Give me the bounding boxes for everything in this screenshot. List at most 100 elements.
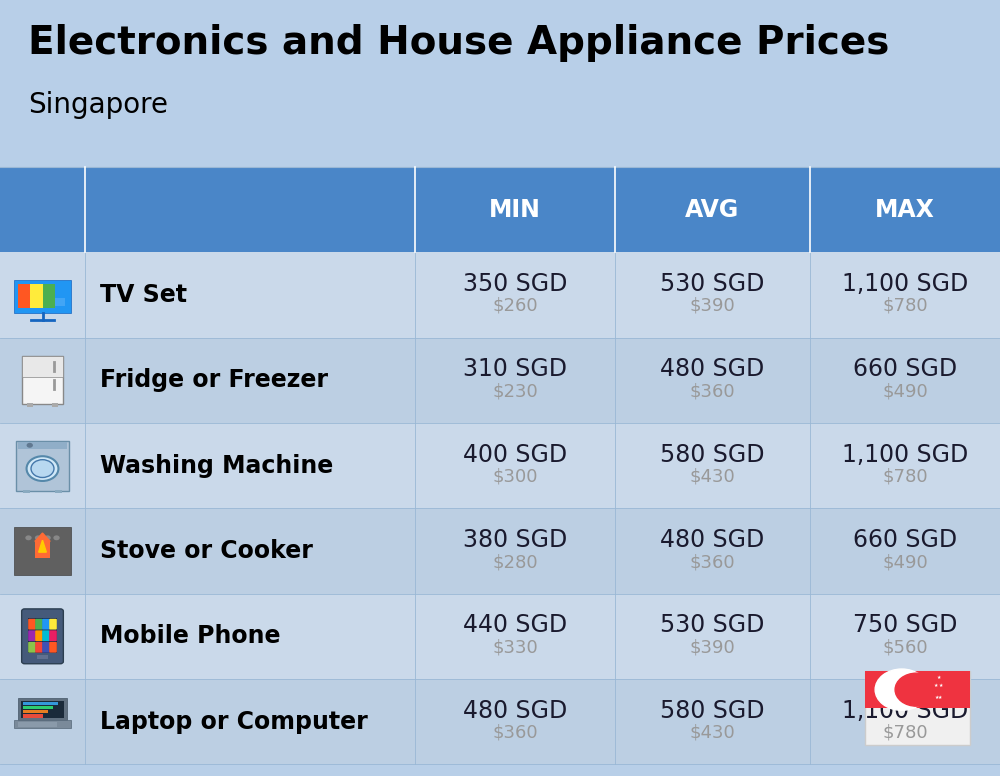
Polygon shape bbox=[39, 540, 46, 553]
Bar bbox=[28, 618, 57, 653]
Circle shape bbox=[44, 535, 51, 540]
Bar bbox=[35, 542, 50, 558]
Text: 1,100 SGD: 1,100 SGD bbox=[842, 272, 968, 296]
Text: 480 SGD: 480 SGD bbox=[660, 528, 765, 552]
Bar bbox=[18, 722, 57, 727]
FancyBboxPatch shape bbox=[35, 630, 43, 641]
Bar bbox=[22, 356, 63, 377]
Bar bbox=[0, 594, 1000, 679]
Text: $780: $780 bbox=[882, 468, 928, 486]
Circle shape bbox=[875, 669, 928, 710]
Text: $490: $490 bbox=[882, 553, 928, 571]
Text: Singapore: Singapore bbox=[28, 91, 168, 119]
Bar bbox=[18, 442, 67, 449]
Bar bbox=[14, 527, 71, 575]
Circle shape bbox=[895, 673, 938, 706]
Text: $780: $780 bbox=[882, 724, 928, 742]
Text: AVG: AVG bbox=[685, 198, 740, 221]
Text: 1,100 SGD: 1,100 SGD bbox=[842, 442, 968, 466]
Text: 440 SGD: 440 SGD bbox=[463, 613, 567, 637]
Text: $330: $330 bbox=[492, 639, 538, 656]
Text: $490: $490 bbox=[882, 383, 928, 400]
Text: Washing Machine: Washing Machine bbox=[100, 454, 333, 477]
Text: 350 SGD: 350 SGD bbox=[463, 272, 567, 296]
Bar bbox=[0, 338, 1000, 423]
Text: $300: $300 bbox=[492, 468, 538, 486]
Bar bbox=[55, 299, 65, 306]
Bar bbox=[21, 702, 64, 718]
Text: 580 SGD: 580 SGD bbox=[660, 698, 765, 722]
Bar bbox=[55, 284, 67, 308]
FancyBboxPatch shape bbox=[22, 609, 63, 663]
Text: 480 SGD: 480 SGD bbox=[660, 357, 765, 381]
Text: $260: $260 bbox=[492, 297, 538, 315]
Bar bbox=[14, 280, 71, 313]
FancyBboxPatch shape bbox=[35, 618, 43, 629]
Text: ★: ★ bbox=[938, 695, 942, 699]
Text: 530 SGD: 530 SGD bbox=[660, 613, 765, 637]
Bar bbox=[42, 284, 55, 308]
Bar bbox=[23, 702, 58, 705]
Bar bbox=[23, 706, 53, 709]
Text: MAX: MAX bbox=[875, 198, 935, 221]
Text: $230: $230 bbox=[492, 383, 538, 400]
Circle shape bbox=[27, 443, 33, 448]
Bar bbox=[16, 441, 69, 490]
Text: 750 SGD: 750 SGD bbox=[853, 613, 957, 637]
Text: $360: $360 bbox=[690, 553, 735, 571]
Bar bbox=[18, 284, 30, 308]
Circle shape bbox=[25, 535, 32, 540]
Text: 580 SGD: 580 SGD bbox=[660, 442, 765, 466]
FancyBboxPatch shape bbox=[35, 642, 43, 653]
Text: 310 SGD: 310 SGD bbox=[463, 357, 567, 381]
Text: $430: $430 bbox=[690, 468, 735, 486]
FancyBboxPatch shape bbox=[28, 642, 36, 653]
FancyBboxPatch shape bbox=[49, 618, 57, 629]
Bar bbox=[23, 490, 30, 493]
Bar bbox=[55, 490, 62, 493]
Bar bbox=[27, 403, 33, 407]
Bar bbox=[52, 403, 58, 407]
Bar bbox=[865, 671, 970, 708]
Bar bbox=[0, 679, 1000, 764]
Bar bbox=[0, 252, 1000, 338]
Text: $360: $360 bbox=[492, 724, 538, 742]
Bar bbox=[0, 423, 1000, 508]
Bar bbox=[18, 284, 67, 308]
Text: 530 SGD: 530 SGD bbox=[660, 272, 765, 296]
Circle shape bbox=[35, 535, 41, 540]
Text: ★: ★ bbox=[934, 684, 938, 688]
FancyBboxPatch shape bbox=[28, 630, 36, 641]
Text: 660 SGD: 660 SGD bbox=[853, 357, 957, 381]
Polygon shape bbox=[35, 533, 50, 542]
Text: 380 SGD: 380 SGD bbox=[463, 528, 567, 552]
Text: $780: $780 bbox=[882, 297, 928, 315]
Circle shape bbox=[27, 456, 58, 481]
Text: MIN: MIN bbox=[489, 198, 541, 221]
Text: Laptop or Computer: Laptop or Computer bbox=[100, 710, 368, 733]
Text: ★: ★ bbox=[935, 695, 939, 699]
Bar bbox=[23, 715, 42, 718]
Bar bbox=[0, 167, 1000, 252]
Bar bbox=[18, 698, 67, 720]
Text: ★: ★ bbox=[939, 684, 943, 688]
Bar bbox=[30, 284, 43, 308]
Circle shape bbox=[53, 535, 60, 540]
Text: $560: $560 bbox=[882, 639, 928, 656]
Text: 660 SGD: 660 SGD bbox=[853, 528, 957, 552]
Text: 400 SGD: 400 SGD bbox=[463, 442, 567, 466]
Text: $390: $390 bbox=[690, 639, 735, 656]
Text: $390: $390 bbox=[690, 297, 735, 315]
Bar bbox=[14, 720, 71, 728]
Text: 1,100 SGD: 1,100 SGD bbox=[842, 698, 968, 722]
FancyBboxPatch shape bbox=[42, 630, 50, 641]
Bar bbox=[0, 508, 1000, 594]
FancyBboxPatch shape bbox=[42, 618, 50, 629]
Text: 480 SGD: 480 SGD bbox=[463, 698, 567, 722]
Bar bbox=[22, 356, 63, 404]
Text: Mobile Phone: Mobile Phone bbox=[100, 625, 280, 648]
Text: TV Set: TV Set bbox=[100, 283, 187, 307]
Bar bbox=[865, 671, 970, 745]
Circle shape bbox=[31, 459, 54, 477]
Text: Electronics and House Appliance Prices: Electronics and House Appliance Prices bbox=[28, 24, 889, 61]
